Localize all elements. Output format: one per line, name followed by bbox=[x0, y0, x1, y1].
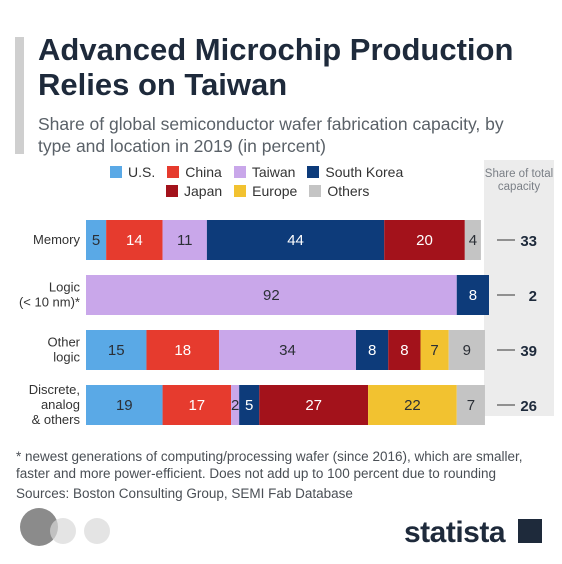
legend-label: South Korea bbox=[325, 164, 404, 180]
share-icon[interactable] bbox=[50, 518, 76, 544]
legend-swatch bbox=[167, 166, 180, 178]
legend-item: U.S. bbox=[110, 164, 155, 180]
accent-bar bbox=[15, 37, 24, 154]
legend-swatch bbox=[110, 166, 122, 178]
legend-item: Europe bbox=[234, 183, 297, 199]
chart-title: Advanced Microchip Production Relies on … bbox=[38, 32, 514, 102]
category-label: & others bbox=[32, 412, 81, 427]
data-label: 8 bbox=[368, 342, 376, 359]
legend-label: Japan bbox=[184, 183, 223, 199]
share-value: 2 bbox=[529, 288, 537, 305]
bar-segment bbox=[356, 330, 389, 370]
bar-segment bbox=[146, 330, 219, 370]
data-label: 7 bbox=[467, 397, 475, 414]
category-label: Other bbox=[47, 335, 80, 350]
data-label: 92 bbox=[263, 287, 280, 304]
data-label: 22 bbox=[404, 397, 421, 414]
legend-label: Europe bbox=[252, 183, 298, 199]
legend-swatch bbox=[307, 166, 320, 178]
legend-item: Others bbox=[309, 183, 369, 199]
data-label: 5 bbox=[92, 232, 100, 249]
bar-segment bbox=[239, 385, 260, 425]
bar-segment bbox=[206, 220, 385, 260]
category-label: (< 10 nm)* bbox=[19, 295, 80, 310]
bar-segment bbox=[106, 220, 163, 260]
data-label: 11 bbox=[177, 232, 193, 249]
legend-label: China bbox=[185, 164, 222, 180]
legend-item: China bbox=[167, 164, 222, 180]
legend-swatch bbox=[166, 185, 178, 197]
category-label: Memory bbox=[33, 232, 80, 247]
bar-segment bbox=[456, 385, 485, 425]
data-label: 17 bbox=[188, 397, 205, 414]
statista-logo-icon bbox=[518, 519, 542, 543]
data-label: 14 bbox=[126, 232, 143, 249]
bar-segment bbox=[86, 220, 107, 260]
share-column-header: Share of total capacity bbox=[484, 168, 554, 193]
bar-segment bbox=[218, 330, 357, 370]
share-value: 39 bbox=[520, 343, 537, 360]
data-label: 4 bbox=[469, 232, 477, 249]
legend-label: Others bbox=[327, 183, 370, 199]
data-label: 20 bbox=[416, 232, 433, 249]
bar-segment bbox=[259, 385, 369, 425]
bar-segment bbox=[464, 220, 481, 260]
legend-item: South Korea bbox=[307, 164, 403, 180]
data-label: 18 bbox=[174, 342, 191, 359]
data-label: 19 bbox=[116, 397, 133, 414]
sources: Sources: Boston Consulting Group, SEMI F… bbox=[16, 486, 353, 501]
bar-segment bbox=[86, 275, 457, 315]
bar-segment bbox=[384, 220, 465, 260]
legend-label: U.S. bbox=[128, 164, 156, 180]
data-label: 34 bbox=[279, 342, 296, 359]
share-value: 33 bbox=[520, 233, 537, 250]
bar-segment bbox=[86, 330, 147, 370]
bar-segment bbox=[420, 330, 449, 370]
legend-swatch bbox=[234, 185, 247, 197]
share-column-background bbox=[484, 160, 554, 416]
category-label: analog bbox=[41, 397, 80, 412]
bar-segment bbox=[456, 275, 489, 315]
category-label: Logic bbox=[49, 280, 81, 295]
category-label: logic bbox=[53, 350, 80, 365]
bar-segment bbox=[388, 330, 421, 370]
share-value: 26 bbox=[520, 398, 537, 415]
statista-logo: statista bbox=[404, 516, 506, 549]
legend-item: Japan bbox=[166, 183, 222, 199]
bar-segment bbox=[162, 220, 207, 260]
data-label: 9 bbox=[463, 342, 471, 359]
data-label: 7 bbox=[430, 342, 438, 359]
data-label: 2 bbox=[231, 397, 239, 414]
bar-segment bbox=[231, 385, 240, 425]
legend-swatch bbox=[309, 185, 322, 197]
data-label: 27 bbox=[305, 397, 322, 414]
chart-subtitle: Share of global semiconductor wafer fabr… bbox=[38, 114, 504, 156]
data-label: 8 bbox=[400, 342, 408, 359]
bar-segment bbox=[368, 385, 457, 425]
category-label: Discrete, bbox=[29, 382, 80, 397]
bar-segment bbox=[162, 385, 232, 425]
data-label: 44 bbox=[287, 232, 304, 249]
data-label: 15 bbox=[108, 342, 125, 359]
legend-item: Taiwan bbox=[233, 164, 296, 180]
bar-segment bbox=[86, 385, 163, 425]
footnote: * newest generations of computing/proces… bbox=[16, 449, 523, 481]
data-label: 8 bbox=[469, 287, 477, 304]
data-label: 5 bbox=[245, 397, 253, 414]
bar-segment bbox=[448, 330, 485, 370]
legend-swatch bbox=[233, 166, 246, 178]
menu-icon[interactable] bbox=[84, 518, 110, 544]
legend-label: Taiwan bbox=[251, 164, 296, 180]
